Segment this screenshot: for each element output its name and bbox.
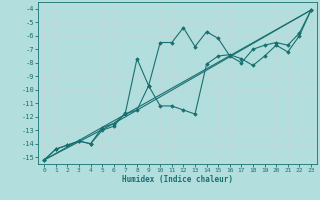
X-axis label: Humidex (Indice chaleur): Humidex (Indice chaleur) — [122, 175, 233, 184]
